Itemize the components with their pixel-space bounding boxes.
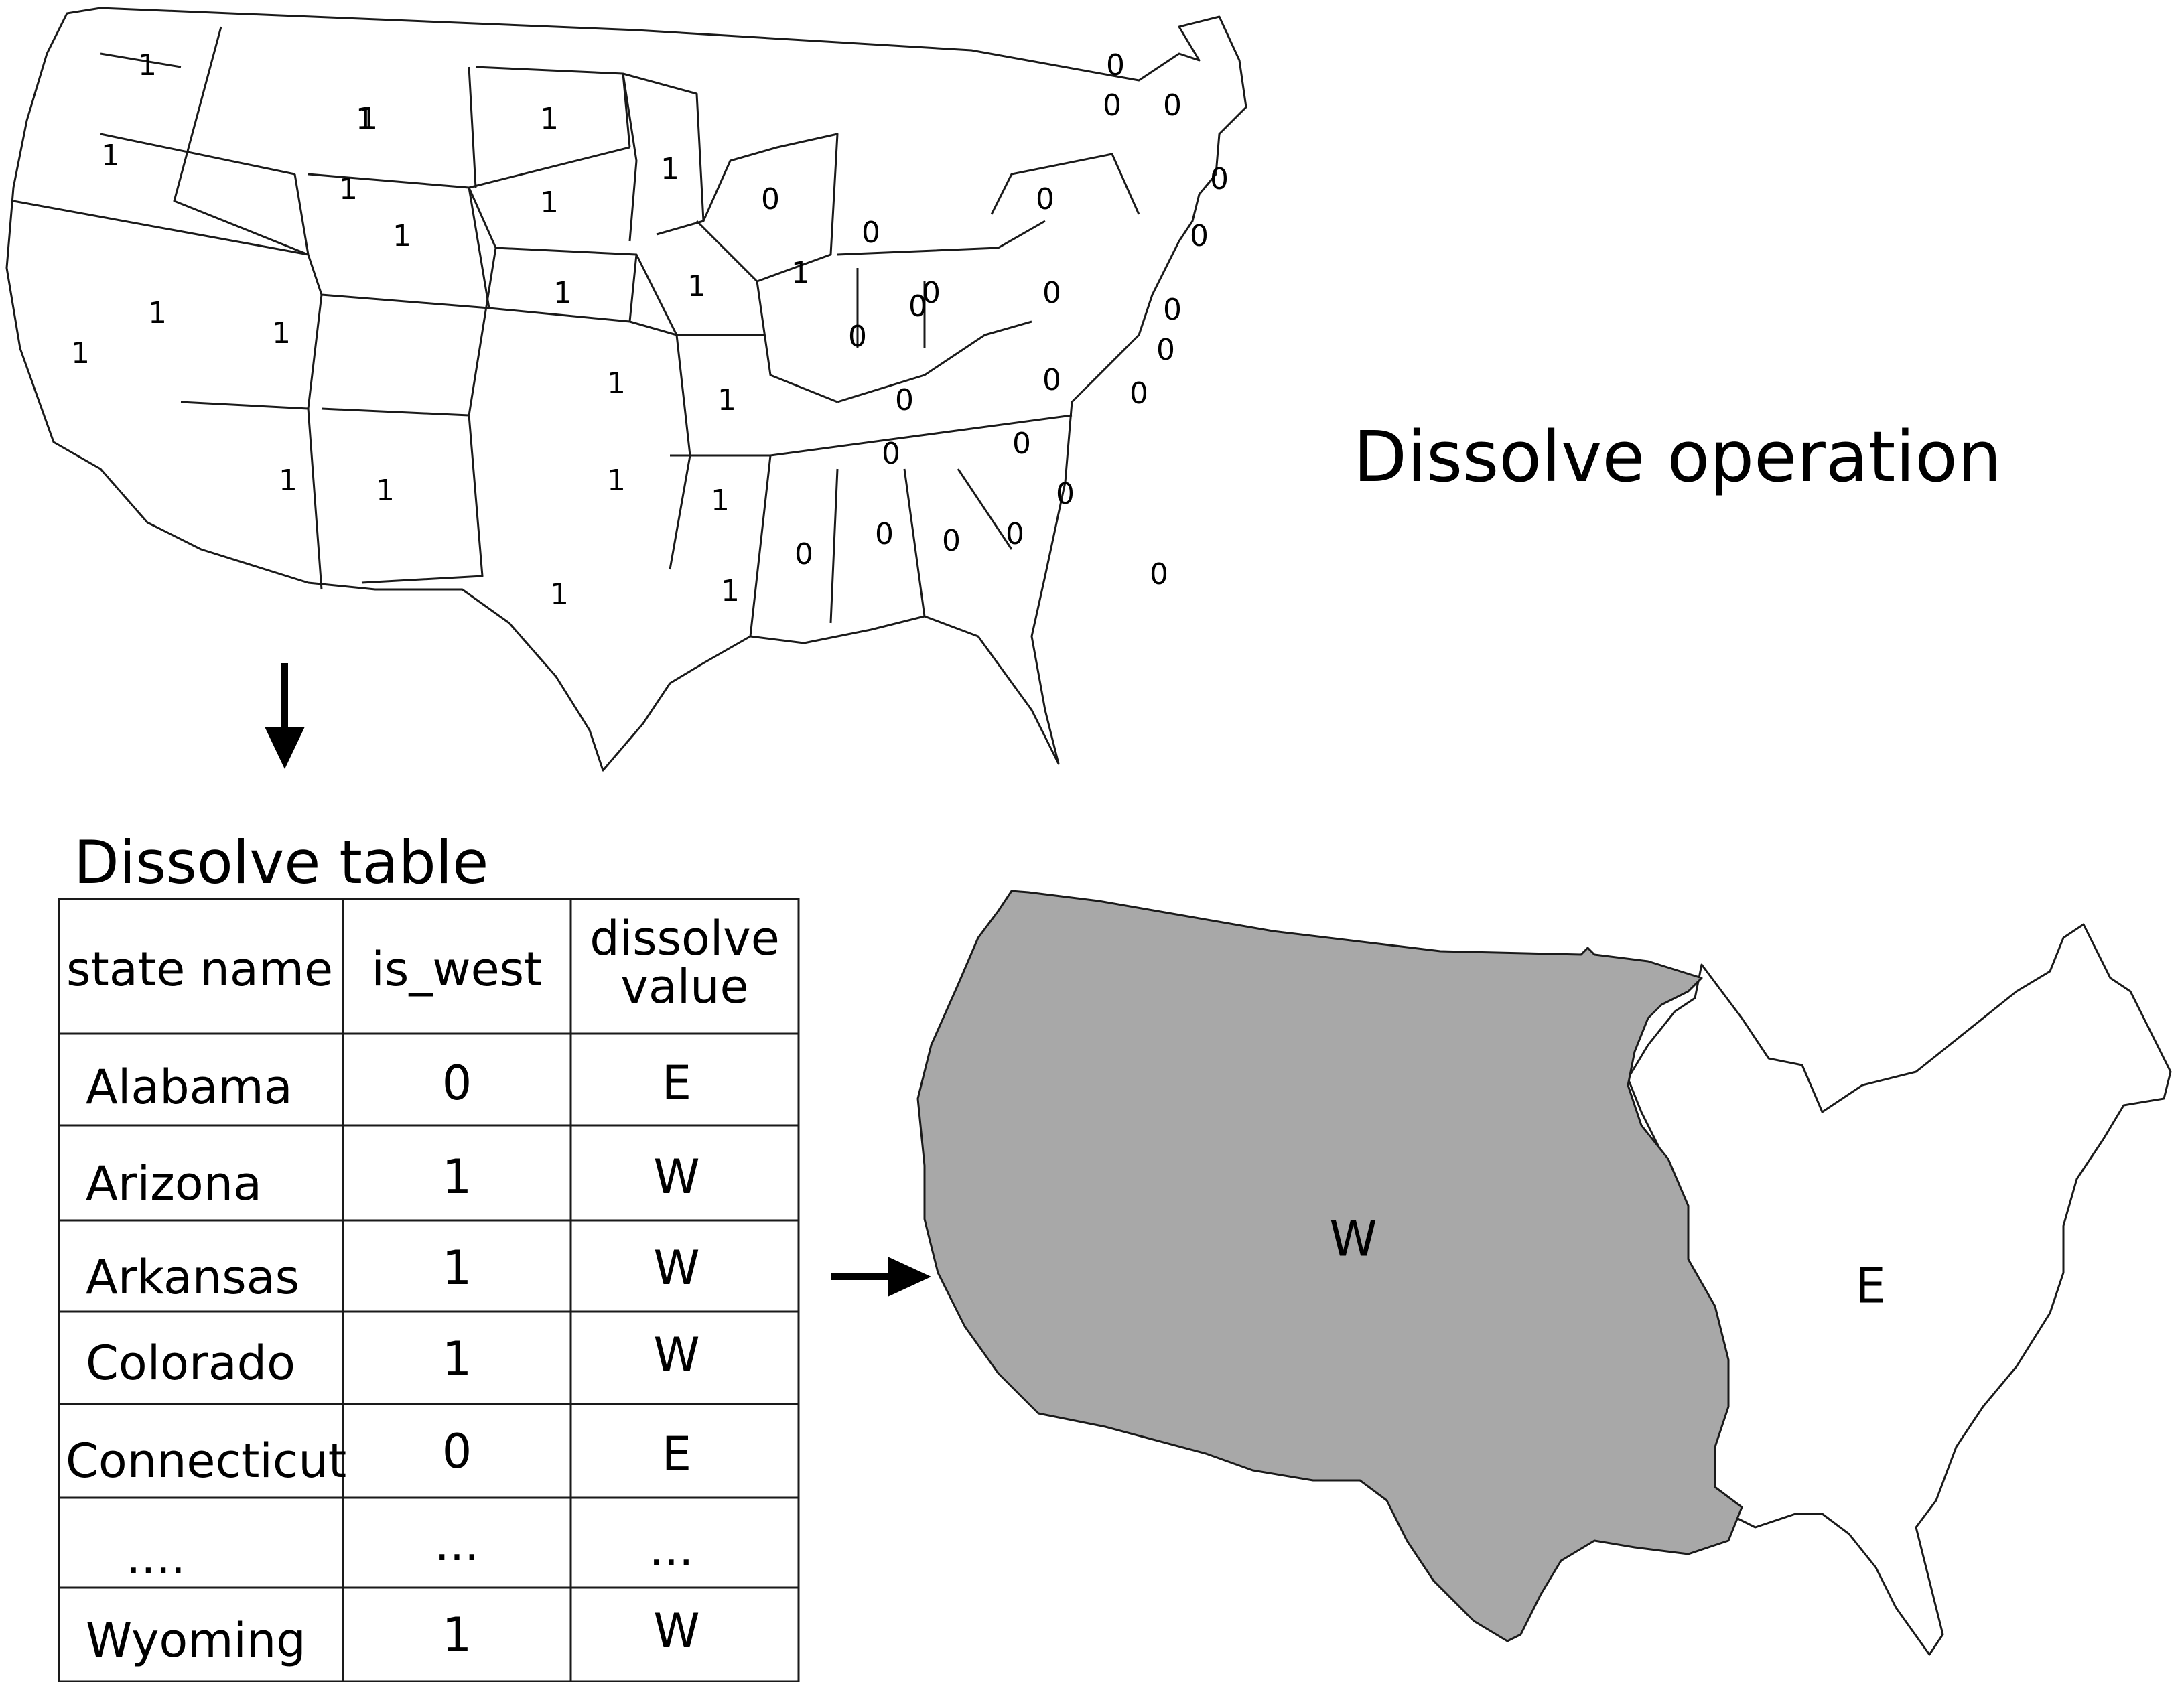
state-value-label: 1 (718, 383, 736, 417)
state-value-label: 0 (1163, 88, 1182, 123)
state-value-label: 0 (1130, 376, 1148, 411)
state-value-label: 1 (279, 464, 297, 498)
arrow-right (831, 1257, 931, 1297)
state-value-label: 1 (138, 48, 157, 82)
state-value-label: 0 (1012, 427, 1031, 461)
state-value-label: 1 (393, 219, 411, 253)
state-value-label: 0 (1036, 182, 1054, 216)
input-us-map (5, 7, 1247, 772)
state-value-label: 1 (791, 256, 810, 290)
table-cell-is-west: 0 (442, 1056, 472, 1111)
table-cell-dissolve: W (653, 1241, 699, 1295)
table-cell-dissolve: W (653, 1149, 699, 1204)
header-is-west: is_west (371, 942, 542, 997)
west-region (916, 890, 1743, 1642)
state-value-label: 1 (540, 186, 559, 220)
state-value-label: 0 (922, 276, 941, 310)
state-value-label: 1 (661, 152, 679, 186)
table-cell-state: Connecticut (66, 1433, 346, 1488)
state-value-label: 0 (882, 437, 900, 471)
state-value-label: 0 (875, 517, 894, 551)
table-cell-dissolve: E (662, 1056, 691, 1111)
state-value-label: 1 (607, 464, 626, 498)
state-value-label: 0 (1190, 219, 1209, 253)
table-cell-dissolve: ... (649, 1522, 694, 1577)
output-us-map (916, 890, 2172, 1656)
state-value-label: 1 (607, 366, 626, 401)
table-cell-state: Wyoming (86, 1613, 306, 1668)
state-value-label: 1 (359, 102, 378, 136)
table-cell-state: .... (126, 1530, 186, 1585)
state-value-label: 0 (1006, 517, 1024, 551)
state-value-label: 0 (1103, 88, 1121, 123)
state-value-label: 0 (1042, 276, 1061, 310)
table-cell-dissolve: W (653, 1328, 699, 1383)
table-frame (58, 898, 800, 1682)
table-cell-state: Alabama (86, 1060, 293, 1115)
state-value-label: 0 (1106, 48, 1125, 82)
table-cell-dissolve: W (653, 1604, 699, 1659)
table-cell-state: Arizona (86, 1156, 262, 1211)
state-value-label: 1 (553, 276, 572, 310)
state-value-label: 1 (71, 336, 90, 370)
state-value-label: 1 (356, 102, 374, 136)
header-dissolve-value-line1: dissolve (590, 911, 780, 966)
dissolve-table (58, 898, 800, 1682)
state-value-label: 1 (550, 577, 569, 612)
state-value-label: 0 (1042, 363, 1061, 397)
table-cell-is-west: ... (435, 1517, 480, 1571)
state-value-label: 0 (1156, 333, 1175, 367)
table-cell-is-west: 1 (442, 1608, 472, 1663)
state-value-label: 0 (1150, 557, 1168, 591)
table-cell-dissolve: E (662, 1427, 691, 1482)
state-value-label: 0 (848, 320, 867, 354)
state-value-label: 1 (376, 474, 395, 508)
state-value-label: 0 (1210, 162, 1229, 196)
state-value-label: 1 (721, 574, 740, 608)
figure-title: Dissolve operation (1353, 416, 2002, 498)
state-value-label: 1 (148, 296, 167, 330)
table-title: Dissolve table (74, 828, 488, 897)
table-cell-state: Colorado (86, 1336, 295, 1391)
table-cell-is-west: 0 (442, 1424, 472, 1479)
state-value-label: 0 (761, 182, 780, 216)
state-value-label: 1 (339, 172, 358, 206)
table-cell-is-west: 1 (442, 1241, 472, 1295)
state-value-label: 0 (895, 383, 914, 417)
state-value-label: 1 (101, 139, 120, 173)
state-value-label: 0 (862, 216, 880, 250)
input-map-outline (5, 7, 1247, 772)
table-body: Alabama 0 E Arizona 1 W Arkansas 1 W Col… (66, 1056, 700, 1668)
state-value-label: 0 (1163, 293, 1182, 327)
table-cell-is-west: 1 (442, 1332, 472, 1387)
state-value-label: 0 (795, 537, 813, 571)
state-value-label: 1 (272, 316, 291, 350)
state-value-label: 0 (908, 289, 927, 324)
state-value-label: 0 (942, 524, 961, 558)
input-map-state-borders (13, 26, 1140, 637)
state-value-label: 1 (687, 269, 706, 303)
table-cell-is-west: 1 (442, 1149, 472, 1204)
state-value-label: 1 (711, 484, 730, 518)
state-value-label: 0 (1056, 477, 1075, 511)
header-dissolve-value-line2: value (620, 959, 748, 1014)
state-value-label: 1 (540, 102, 559, 136)
table-cell-state: Arkansas (86, 1250, 299, 1305)
east-region-label: E (1855, 1258, 1886, 1314)
west-region-label: W (1329, 1211, 1377, 1267)
header-state-name: state name (66, 942, 333, 997)
arrow-down (265, 663, 305, 769)
